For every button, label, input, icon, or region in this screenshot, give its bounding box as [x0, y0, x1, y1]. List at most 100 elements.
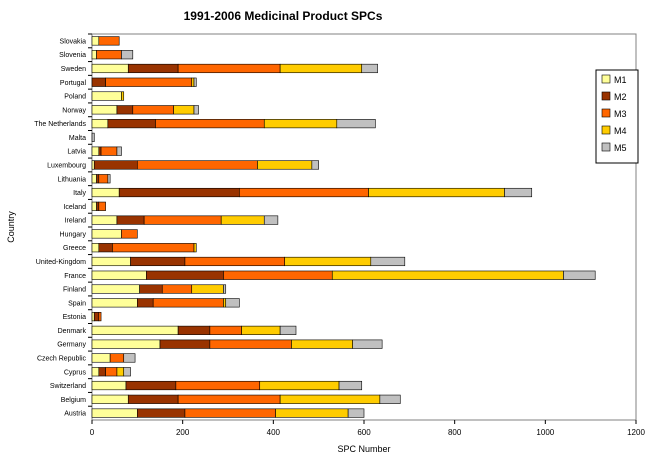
bar-m5-portugal [193, 77, 197, 87]
bar-m4-switzerland [259, 380, 340, 391]
bar-m4-portugal [191, 77, 195, 87]
bar-m3-slovakia [98, 36, 120, 46]
bar-m5-slovenia [121, 50, 134, 60]
category-label: Slovakia [60, 38, 87, 45]
y-axis-title: Country [6, 211, 16, 243]
bar-m3-iceland [98, 201, 106, 211]
bar-m5-italy [504, 187, 533, 198]
chart-title: 1991-2006 Medicinal Product SPCs [184, 9, 383, 23]
bar-m2-finland [139, 284, 163, 294]
x-tick-label: 0 [90, 428, 95, 437]
bar-group [91, 36, 596, 418]
bar-m5-switzerland [338, 380, 363, 391]
bar-m3-germany [209, 339, 292, 349]
bar-m3-norway [132, 105, 174, 115]
bar-m1-greece [91, 243, 100, 253]
bar-m4-belgium [279, 394, 381, 404]
category-label: Switzerland [50, 383, 86, 390]
bar-m4-austria [275, 408, 349, 418]
legend-label-m5: M5 [614, 143, 627, 153]
bar-m3-sweden [177, 63, 281, 74]
bar-m5-united-kingdom [370, 256, 406, 267]
legend-swatch-m2 [601, 91, 611, 101]
bar-m3-italy [239, 187, 369, 198]
bar-m2-france [146, 270, 224, 280]
bar-m1-estonia [91, 312, 95, 322]
category-label: Sweden [61, 66, 86, 73]
bar-m1-italy [91, 187, 120, 198]
bar-m3-lithuania [98, 174, 109, 184]
bar-m2-spain [137, 298, 154, 308]
category-label: Slovenia [59, 52, 86, 59]
category-label: Norway [62, 107, 86, 114]
bar-m2-cyprus [98, 367, 106, 377]
x-tick-label: 800 [448, 428, 462, 437]
bar-m5-luxembourg [311, 160, 319, 170]
bar-m4-germany [291, 339, 353, 349]
bar-m2-estonia [93, 312, 100, 322]
bar-m2-latvia [98, 146, 102, 156]
bar-m3-switzerland [175, 380, 261, 391]
bar-m4-sweden [279, 63, 363, 74]
bar-m1-ireland [91, 215, 118, 225]
bar-m5-norway [193, 105, 199, 115]
category-label: Czech Republic [37, 355, 87, 362]
bar-m2-greece [98, 243, 113, 253]
bar-m5-lithuania [107, 174, 111, 184]
category-label: Iceland [63, 204, 86, 211]
bar-m1-spain [91, 298, 138, 308]
bar-m1-iceland [91, 201, 97, 211]
bar-m3-slovenia [96, 50, 122, 60]
bar-m5-finland [223, 284, 227, 294]
bar-m3-france [223, 270, 333, 280]
bar-m1-czech-republic [91, 353, 111, 363]
bar-m3-cyprus [105, 367, 118, 377]
category-label: Latvia [67, 149, 86, 156]
bar-m3-luxembourg [137, 160, 258, 170]
legend-swatch-m4 [601, 125, 611, 135]
category-label: France [64, 273, 86, 280]
bar-m3-spain [152, 298, 224, 308]
bar-m3-belgium [177, 394, 281, 404]
category-label: Malta [69, 135, 86, 142]
bar-m1-denmark [91, 325, 179, 335]
bar-m5-belgium [379, 394, 401, 404]
legend-swatch-m3 [601, 108, 611, 118]
category-label: Hungary [60, 231, 87, 238]
x-tick-label: 400 [267, 428, 281, 437]
category-label: Ireland [65, 218, 87, 225]
bar-m1-france [91, 270, 147, 280]
bar-m3-finland [161, 284, 193, 294]
legend-label-m3: M3 [614, 109, 627, 119]
bar-m2-united-kingdom [130, 256, 186, 267]
bar-m2-switzerland [125, 380, 177, 391]
bar-m3-the-netherlands [155, 119, 265, 129]
bar-m4-greece [193, 243, 197, 253]
bar-m3-ireland [143, 215, 222, 225]
bar-m3-united-kingdom [184, 256, 285, 267]
bar-m4-norway [173, 105, 195, 115]
bar-m4-finland [191, 284, 224, 294]
bar-m2-portugal [91, 77, 106, 87]
bar-m2-sweden [127, 63, 179, 74]
bar-m2-italy [118, 187, 240, 198]
bar-m2-denmark [177, 325, 211, 335]
category-label: The Netherlands [34, 121, 86, 128]
bar-m3-austria [184, 408, 276, 418]
x-tick-label: 200 [176, 428, 190, 437]
bar-m1-finland [91, 284, 140, 294]
category-label: United-Kingdom [36, 259, 86, 266]
category-label: Luxembourg [47, 162, 86, 169]
bar-m4-france [331, 270, 564, 280]
x-tick-label: 1200 [627, 428, 645, 437]
category-label: Finland [63, 287, 86, 294]
category-label: Estonia [63, 314, 86, 321]
bar-m5-czech-republic [123, 353, 136, 363]
bar-m3-portugal [105, 77, 193, 87]
category-label: Germany [57, 342, 86, 349]
bar-m2-norway [116, 105, 134, 115]
category-label: Italy [73, 190, 86, 197]
bar-m2-lithuania [96, 174, 100, 184]
bar-m3-hungary [121, 229, 138, 239]
